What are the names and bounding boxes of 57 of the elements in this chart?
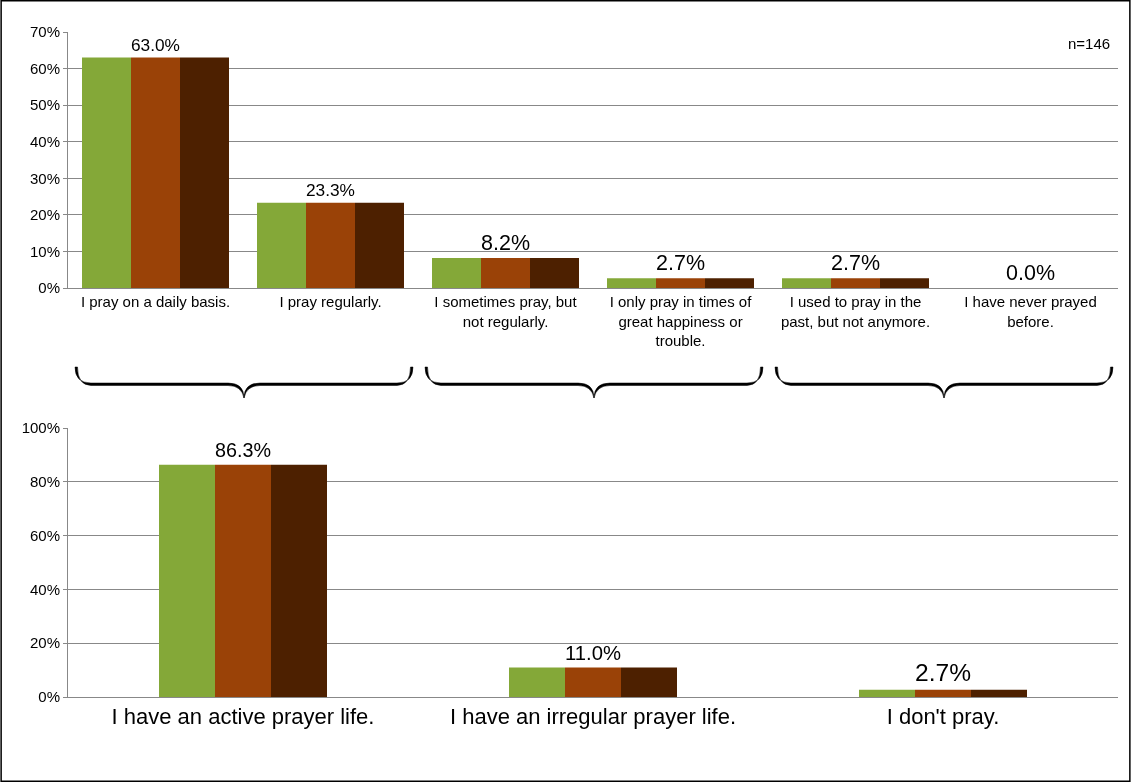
bar: [831, 278, 880, 288]
data-label: 2.7%: [656, 251, 705, 276]
y-tick-label: 60%: [29, 59, 60, 77]
x-tick-label: I pray regularly.: [279, 293, 382, 310]
data-label: 63.0%: [131, 34, 180, 55]
y-tick-label: 0%: [38, 279, 60, 297]
x-tick-label: I only pray in times of great happiness or trouble.: [609, 293, 753, 349]
x-tick-label: I have an irregular prayer life.: [449, 704, 737, 730]
annotation: n=146: [1068, 35, 1111, 52]
x-tick-label: I pray on a daily basis.: [80, 293, 231, 310]
bar: [880, 278, 929, 288]
y-tick-label: 20%: [29, 634, 60, 652]
y-tick-label: 20%: [29, 206, 60, 224]
bar: [509, 667, 565, 697]
x-tick-label: I used to pray in the past, but not anymore.: [780, 293, 931, 330]
bar: [82, 57, 131, 288]
y-tick-label: 40%: [29, 132, 60, 150]
x-tick-label: I don't pray.: [886, 704, 1000, 730]
data-label: 8.2%: [481, 231, 530, 256]
bar: [432, 258, 481, 288]
bar: [565, 667, 621, 697]
bar: [530, 258, 579, 288]
data-label: 0.0%: [1006, 261, 1055, 286]
bar: [915, 689, 971, 697]
bar: [621, 667, 677, 697]
data-label: 2.7%: [831, 251, 880, 276]
bar: [257, 202, 306, 288]
x-tick-label: I have never prayed before.: [964, 293, 1097, 330]
x-tick-label: I have an active prayer life.: [111, 704, 375, 730]
bar: [180, 57, 229, 288]
bar: [481, 258, 530, 288]
bar: [782, 278, 831, 288]
bar: [159, 464, 215, 697]
bar: [607, 278, 656, 288]
y-tick-label: 40%: [29, 580, 60, 598]
y-tick-label: 30%: [29, 169, 60, 187]
bar: [859, 689, 915, 697]
y-tick-label: 100%: [21, 419, 60, 437]
y-tick-label: 80%: [29, 473, 60, 491]
bar: [131, 57, 180, 288]
data-label: 86.3%: [215, 439, 271, 462]
bar: [705, 278, 754, 288]
bar: [971, 689, 1027, 697]
data-label: 23.3%: [306, 179, 355, 200]
data-label: 2.7%: [915, 659, 971, 687]
bar: [656, 278, 705, 288]
y-tick-label: 60%: [29, 526, 60, 544]
bar: [306, 202, 355, 288]
bar: [215, 464, 271, 697]
x-tick-label: I sometimes pray, but not regularly.: [434, 293, 578, 330]
y-tick-label: 10%: [29, 242, 60, 260]
bar: [355, 202, 404, 288]
bar: [271, 464, 327, 697]
data-label: 11.0%: [565, 641, 621, 664]
y-tick-label: 0%: [38, 688, 60, 706]
y-tick-label: 50%: [29, 96, 60, 114]
y-tick-label: 70%: [29, 23, 60, 41]
